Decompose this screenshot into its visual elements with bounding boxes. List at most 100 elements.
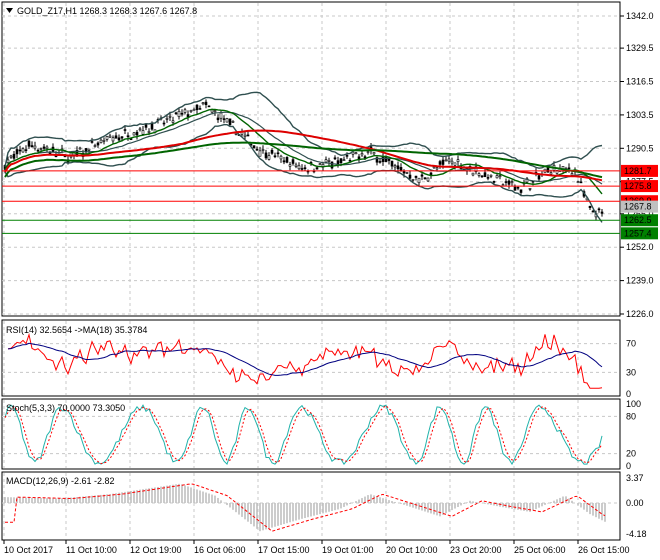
candle-body	[255, 148, 259, 151]
candle-body	[264, 152, 268, 159]
candle-body	[213, 110, 217, 113]
candle-body	[114, 135, 118, 139]
candle-body	[501, 184, 505, 186]
candle-body	[96, 142, 100, 146]
candle-body	[27, 140, 31, 147]
time-axis-label: 10 Oct 2017	[4, 545, 53, 555]
candle-body	[597, 208, 601, 211]
candle-body	[444, 159, 448, 162]
candle-body	[93, 145, 97, 147]
price-level-tag	[621, 227, 658, 240]
price-level-lines	[2, 170, 620, 234]
candle-body	[225, 118, 229, 123]
candle-body	[108, 135, 112, 138]
candle-body	[162, 122, 166, 125]
candle-body	[342, 159, 346, 162]
candle-body	[378, 161, 382, 163]
candle-body	[252, 145, 256, 149]
candle-body	[165, 118, 169, 120]
candle-body	[330, 161, 334, 169]
candle-body	[390, 160, 394, 167]
candle-body	[570, 173, 574, 176]
price-level-tag	[621, 164, 658, 177]
candle-body	[345, 155, 349, 157]
candle-body	[135, 131, 139, 136]
rsi-line	[7, 332, 603, 389]
candle-body	[588, 205, 592, 209]
candle-body	[423, 177, 427, 180]
stoch-label: Stoch(5,3,3) 70.0000 73.3050	[6, 403, 125, 413]
rsi-axis-label: 0	[626, 389, 631, 399]
candle-body	[417, 177, 421, 184]
price-level-tag	[621, 200, 658, 213]
stoch-axis-label: 0	[626, 461, 631, 471]
candle-body	[354, 152, 358, 155]
candle-body	[120, 136, 124, 139]
candle-body	[366, 151, 370, 153]
symbol-dropdown-icon[interactable]	[6, 8, 13, 13]
candle-body	[447, 158, 451, 162]
candle-body	[183, 109, 187, 113]
candle-body	[426, 177, 430, 182]
stoch-axis-label: 100	[626, 399, 641, 409]
candle-body	[327, 160, 331, 162]
macd-axis-label: -4.18	[626, 529, 647, 539]
macd-signal-line	[5, 483, 606, 532]
candle-body	[303, 167, 307, 169]
rsi-series	[7, 332, 603, 389]
candle-body	[567, 167, 571, 170]
candle-body	[204, 101, 208, 106]
time-axis[interactable]: 10 Oct 2017 11 Oct 10:00 12 Oct 19:00 16 Oc…	[3, 540, 630, 555]
candle-body	[396, 165, 400, 170]
candle-body	[33, 145, 37, 149]
candle-body	[510, 181, 514, 183]
candle-body	[471, 172, 475, 176]
candle-body	[246, 134, 250, 137]
candle-body	[168, 115, 172, 118]
candle-body	[198, 108, 202, 110]
candle-body	[228, 118, 232, 125]
candle-body	[192, 109, 196, 111]
candle-body	[105, 136, 109, 140]
candle-body	[186, 114, 190, 118]
candle-body	[294, 164, 298, 167]
candle-body	[132, 132, 136, 136]
candle-body	[36, 149, 40, 152]
candle-body	[126, 135, 130, 138]
price-level-label: 1257.4	[624, 228, 652, 238]
candle-body	[456, 159, 460, 162]
rsi-pane[interactable]	[1, 319, 621, 397]
candle-body	[579, 181, 583, 184]
time-axis-label: 19 Oct 01:00	[322, 545, 374, 555]
candle-body	[348, 160, 352, 162]
candle-body	[504, 181, 508, 183]
candle-body	[276, 152, 280, 155]
candle-body	[360, 153, 364, 156]
price-level-tag	[621, 214, 658, 227]
candle-body	[177, 111, 181, 117]
candle-body	[324, 159, 328, 163]
price-level-tag	[621, 180, 658, 193]
candle-body	[297, 165, 301, 170]
candle-body	[549, 172, 553, 175]
candle-body	[516, 186, 520, 189]
time-axis-label: 16 Oct 06:00	[194, 545, 246, 555]
stoch-axis: 100 80 20 0	[626, 399, 641, 471]
stoch-pane[interactable]	[1, 398, 621, 470]
candle-body	[372, 152, 376, 155]
time-axis-label: 12 Oct 19:00	[130, 545, 182, 555]
candle-body	[435, 167, 439, 170]
price-axis[interactable]: 1342.01329.51316.51303.51290.51277.51265…	[620, 11, 658, 319]
macd-axis-label: 3.37	[626, 473, 644, 483]
candle-body	[411, 178, 415, 181]
candle-body	[231, 121, 235, 123]
candle-body	[519, 189, 523, 193]
ma-medium	[4, 129, 603, 182]
candle-body	[492, 181, 496, 183]
stoch-series	[4, 404, 603, 466]
candle-body	[267, 155, 271, 160]
candle-body	[216, 117, 220, 121]
candle-body	[288, 164, 292, 167]
ma-fast	[4, 108, 603, 195]
